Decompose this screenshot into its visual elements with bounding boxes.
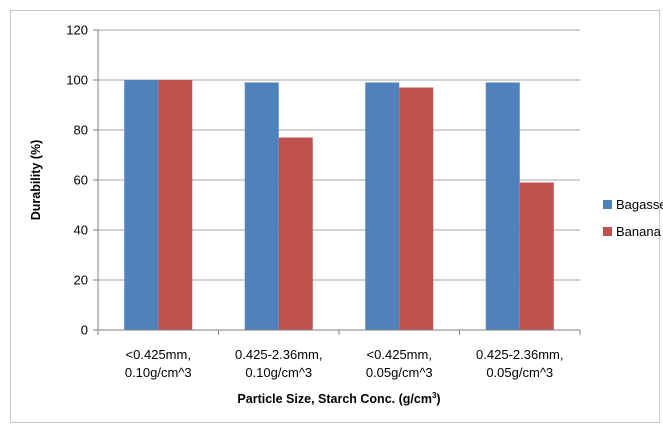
x-axis-title-end: ) (436, 392, 440, 406)
x-tick-label: 0.425-2.36mm, (235, 347, 322, 362)
x-tick-label: 0.10g/cm^3 (245, 365, 312, 380)
x-axis-title-main: Particle Size, Starch Conc. (g/cm (237, 392, 432, 406)
bars (124, 80, 554, 330)
bar-bagasse-3 (365, 82, 400, 330)
bar-banana-1 (158, 80, 193, 330)
x-axis-ticks: <0.425mm, 0.10g/cm^3 0.425-2.36mm, 0.10g/cm… (125, 347, 564, 380)
bar-bagasse-2 (244, 82, 279, 330)
legend-swatch-bagasse (603, 200, 612, 209)
bar-banana-2 (278, 137, 313, 330)
bar-banana-3 (399, 87, 434, 330)
legend: Bagasse Banana (603, 197, 663, 239)
x-axis-title-superscript: 3 (432, 391, 437, 400)
x-tick-label: <0.425mm, (367, 347, 432, 362)
y-tick-label: 0 (81, 323, 88, 338)
x-tick-label: 0.05g/cm^3 (486, 365, 553, 380)
y-tick-label: 40 (74, 223, 88, 238)
x-tick-label: 0.10g/cm^3 (125, 365, 192, 380)
legend-swatch-banana (603, 227, 612, 236)
y-tick-label: 100 (66, 73, 88, 88)
axes (93, 29, 581, 335)
y-tick-label: 60 (74, 173, 88, 188)
y-axis-ticks: 0 20 40 60 80 100 120 (66, 23, 88, 338)
bar-banana-4 (519, 182, 554, 330)
x-axis-title: Particle Size, Starch Conc. (g/cm3) (237, 391, 440, 406)
legend-label-bagasse: Bagasse (616, 197, 663, 212)
y-axis-title: Durability (%) (29, 140, 43, 221)
y-tick-label: 80 (74, 123, 88, 138)
bar-bagasse-1 (124, 80, 159, 330)
chart-frame (10, 10, 660, 423)
x-tick-label: 0.05g/cm^3 (366, 365, 433, 380)
y-tick-label: 120 (66, 23, 88, 38)
legend-label-banana: Banana (616, 224, 662, 239)
x-tick-label: <0.425mm, (126, 347, 191, 362)
y-tick-label: 20 (74, 273, 88, 288)
x-tick-label: 0.425-2.36mm, (476, 347, 563, 362)
bar-bagasse-4 (485, 82, 520, 330)
